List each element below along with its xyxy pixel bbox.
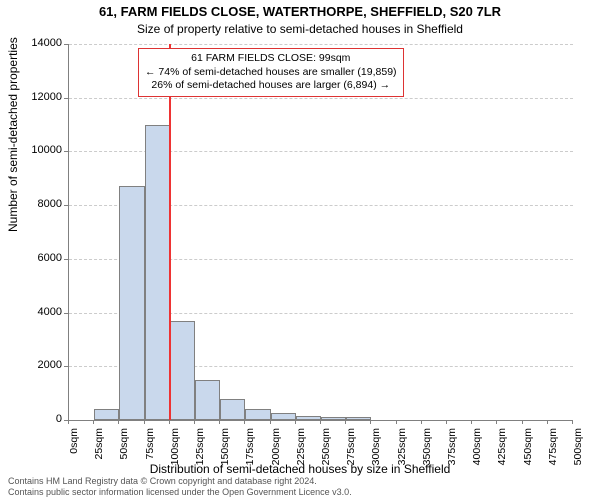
histogram-bar <box>94 409 119 420</box>
histogram-bar <box>119 186 144 420</box>
xtick-mark <box>194 420 195 424</box>
histogram-bar <box>245 409 270 420</box>
xtick-mark <box>446 420 447 424</box>
xtick-mark <box>370 420 371 424</box>
histogram-bar <box>346 417 371 420</box>
annotation-line: ← 74% of semi-detached houses are smalle… <box>145 66 397 80</box>
marker-line <box>169 44 171 420</box>
annotation-box: 61 FARM FIELDS CLOSE: 99sqm← 74% of semi… <box>138 48 404 97</box>
annotation-line: 26% of semi-detached houses are larger (… <box>145 79 397 93</box>
histogram-bar <box>145 125 170 420</box>
histogram-bar <box>271 413 296 420</box>
xtick-mark <box>244 420 245 424</box>
xtick-mark <box>118 420 119 424</box>
histogram-bar <box>195 380 220 420</box>
xtick-mark <box>219 420 220 424</box>
ytick-mark <box>64 98 68 99</box>
xtick-mark <box>68 420 69 424</box>
ytick-label: 4000 <box>12 306 62 318</box>
xtick-mark <box>345 420 346 424</box>
ytick-label: 10000 <box>12 144 62 156</box>
xtick-mark <box>547 420 548 424</box>
ytick-label: 12000 <box>12 91 62 103</box>
grid-line <box>69 98 573 99</box>
footer-line: Contains HM Land Registry data © Crown c… <box>8 476 352 487</box>
xtick-mark <box>144 420 145 424</box>
xtick-mark <box>421 420 422 424</box>
chart-subtitle: Size of property relative to semi-detach… <box>0 22 600 36</box>
ytick-label: 14000 <box>12 37 62 49</box>
grid-line <box>69 44 573 45</box>
ytick-mark <box>64 44 68 45</box>
ytick-mark <box>64 366 68 367</box>
histogram-bar <box>220 399 245 420</box>
ytick-label: 0 <box>12 413 62 425</box>
xtick-mark <box>572 420 573 424</box>
container: 61, FARM FIELDS CLOSE, WATERTHORPE, SHEF… <box>0 0 600 500</box>
histogram-bar <box>321 417 346 420</box>
chart-plot-area <box>68 44 573 421</box>
chart-title: 61, FARM FIELDS CLOSE, WATERTHORPE, SHEF… <box>0 4 600 19</box>
xtick-mark <box>295 420 296 424</box>
xtick-mark <box>496 420 497 424</box>
xtick-mark <box>396 420 397 424</box>
ytick-label: 8000 <box>12 198 62 210</box>
histogram-bar <box>296 416 321 420</box>
ytick-mark <box>64 313 68 314</box>
ytick-label: 6000 <box>12 252 62 264</box>
xtick-mark <box>320 420 321 424</box>
ytick-label: 2000 <box>12 359 62 371</box>
xtick-mark <box>169 420 170 424</box>
xtick-mark <box>270 420 271 424</box>
x-axis-label: Distribution of semi-detached houses by … <box>0 462 600 476</box>
histogram-bar <box>170 321 195 420</box>
ytick-mark <box>64 151 68 152</box>
footer-attribution: Contains HM Land Registry data © Crown c… <box>8 476 352 498</box>
xtick-mark <box>522 420 523 424</box>
ytick-mark <box>64 205 68 206</box>
xtick-mark <box>93 420 94 424</box>
ytick-mark <box>64 259 68 260</box>
annotation-line: 61 FARM FIELDS CLOSE: 99sqm <box>145 52 397 66</box>
footer-line: Contains public sector information licen… <box>8 487 352 498</box>
xtick-mark <box>471 420 472 424</box>
